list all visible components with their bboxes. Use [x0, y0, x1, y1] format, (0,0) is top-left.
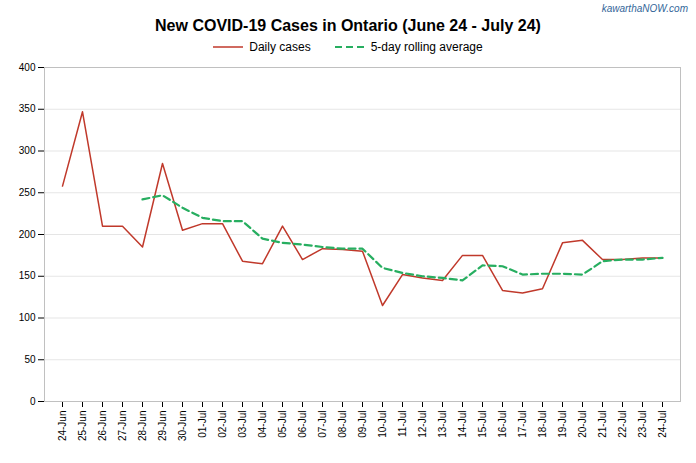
svg-text:14-Jul: 14-Jul — [457, 411, 468, 438]
svg-text:01-Jul: 01-Jul — [197, 411, 208, 438]
svg-text:12-Jul: 12-Jul — [417, 411, 428, 438]
svg-text:150: 150 — [19, 270, 36, 281]
html-text:New COVID-19 Cases in Ontario: New COVID-19 Cases in Ontario (June 24 -… — [155, 17, 541, 34]
svg-text:26-Jun: 26-Jun — [97, 411, 108, 442]
svg-text:10-Jul: 10-Jul — [377, 411, 388, 438]
svg-text:24-Jul: 24-Jul — [657, 411, 668, 438]
svg-text:28-Jun: 28-Jun — [137, 411, 148, 442]
svg-text:16-Jul: 16-Jul — [497, 411, 508, 438]
html-text:5-day rolling average: 5-day rolling average — [370, 40, 483, 54]
svg-text:200: 200 — [19, 229, 36, 240]
svg-text:250: 250 — [19, 187, 36, 198]
svg-text:18-Jul: 18-Jul — [537, 411, 548, 438]
svg-text:13-Jul: 13-Jul — [437, 411, 448, 438]
svg-text:23-Jul: 23-Jul — [637, 411, 648, 438]
svg-text:19-Jul: 19-Jul — [557, 411, 568, 438]
html-text:Daily cases: Daily cases — [249, 40, 311, 54]
svg-text:03-Jul: 03-Jul — [237, 411, 248, 438]
svg-text:17-Jul: 17-Jul — [517, 411, 528, 438]
html-text:kawarthaNOW.com: kawarthaNOW.com — [601, 3, 688, 14]
svg-text:27-Jun: 27-Jun — [117, 411, 128, 442]
svg-text:400: 400 — [19, 62, 36, 73]
svg-text:0: 0 — [30, 396, 36, 407]
svg-text:30-Jun: 30-Jun — [177, 411, 188, 442]
svg-text:15-Jul: 15-Jul — [477, 411, 488, 438]
svg-text:24-Jun: 24-Jun — [57, 411, 68, 442]
svg-text:350: 350 — [19, 103, 36, 114]
svg-text:300: 300 — [19, 145, 36, 156]
svg-text:21-Jul: 21-Jul — [597, 411, 608, 438]
svg-text:06-Jul: 06-Jul — [297, 411, 308, 438]
svg-text:09-Jul: 09-Jul — [357, 411, 368, 438]
svg-text:50: 50 — [24, 354, 36, 365]
svg-text:29-Jun: 29-Jun — [157, 411, 168, 442]
svg-text:04-Jul: 04-Jul — [257, 411, 268, 438]
svg-text:07-Jul: 07-Jul — [317, 411, 328, 438]
svg-text:02-Jul: 02-Jul — [217, 411, 228, 438]
svg-text:08-Jul: 08-Jul — [337, 411, 348, 438]
svg-text:05-Jul: 05-Jul — [277, 411, 288, 438]
svg-text:11-Jul: 11-Jul — [397, 411, 408, 438]
svg-text:25-Jun: 25-Jun — [77, 411, 88, 442]
svg-text:22-Jul: 22-Jul — [617, 411, 628, 438]
svg-text:100: 100 — [19, 312, 36, 323]
svg-text:20-Jul: 20-Jul — [577, 411, 588, 438]
